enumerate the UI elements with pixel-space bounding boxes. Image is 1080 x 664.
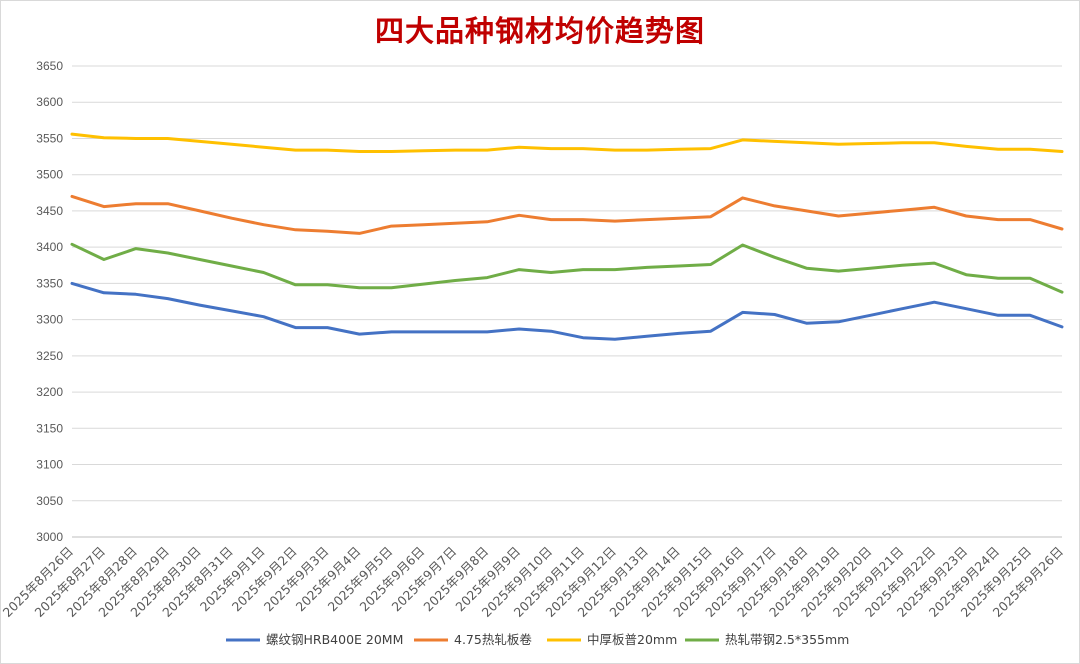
y-axis-ticks: 3000 3050 3100 3150 3200 3250 3300 3350 3400 3450… [36, 59, 63, 544]
y-tick-label: 3200 [36, 385, 63, 399]
gridlines [72, 65, 1062, 538]
legend: 螺纹钢HRB400E 20MM 4.75热轧板卷 中厚板普20mm 热轧带钢2.5*3… [226, 632, 849, 647]
legend-label: 热轧带钢2.5*355mm [725, 632, 849, 647]
series-line-3 [70, 132, 1064, 153]
y-tick-label: 3250 [36, 349, 63, 363]
y-tick-label: 3300 [36, 313, 63, 327]
y-tick-label: 3650 [36, 59, 63, 73]
y-tick-label: 3550 [36, 131, 63, 145]
x-axis-ticks: 2025年8月26日2025年8月27日2025年8月28日2025年8月29日… [0, 544, 1066, 620]
y-tick-label: 3000 [36, 530, 63, 544]
y-tick-label: 3450 [36, 204, 63, 218]
chart-title: 四大品种钢材均价趋势图 [374, 14, 705, 48]
y-tick-label: 3050 [36, 494, 63, 508]
legend-label: 中厚板普20mm [587, 632, 677, 647]
series-line-2 [70, 194, 1064, 235]
y-tick-label: 3150 [36, 421, 63, 435]
y-tick-label: 3600 [36, 95, 63, 109]
series-line-4 [70, 242, 1064, 294]
y-tick-label: 3400 [36, 240, 63, 254]
series-line-1 [70, 281, 1064, 341]
series-lines [70, 132, 1064, 341]
y-tick-label: 3500 [36, 168, 63, 182]
legend-label: 4.75热轧板卷 [454, 632, 532, 647]
y-tick-label: 3350 [36, 276, 63, 290]
y-tick-label: 3100 [36, 458, 63, 472]
legend-label: 螺纹钢HRB400E 20MM [266, 632, 403, 647]
